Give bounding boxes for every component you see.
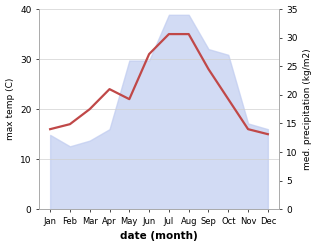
Y-axis label: med. precipitation (kg/m2): med. precipitation (kg/m2): [303, 48, 313, 170]
X-axis label: date (month): date (month): [120, 231, 198, 242]
Y-axis label: max temp (C): max temp (C): [5, 78, 15, 140]
